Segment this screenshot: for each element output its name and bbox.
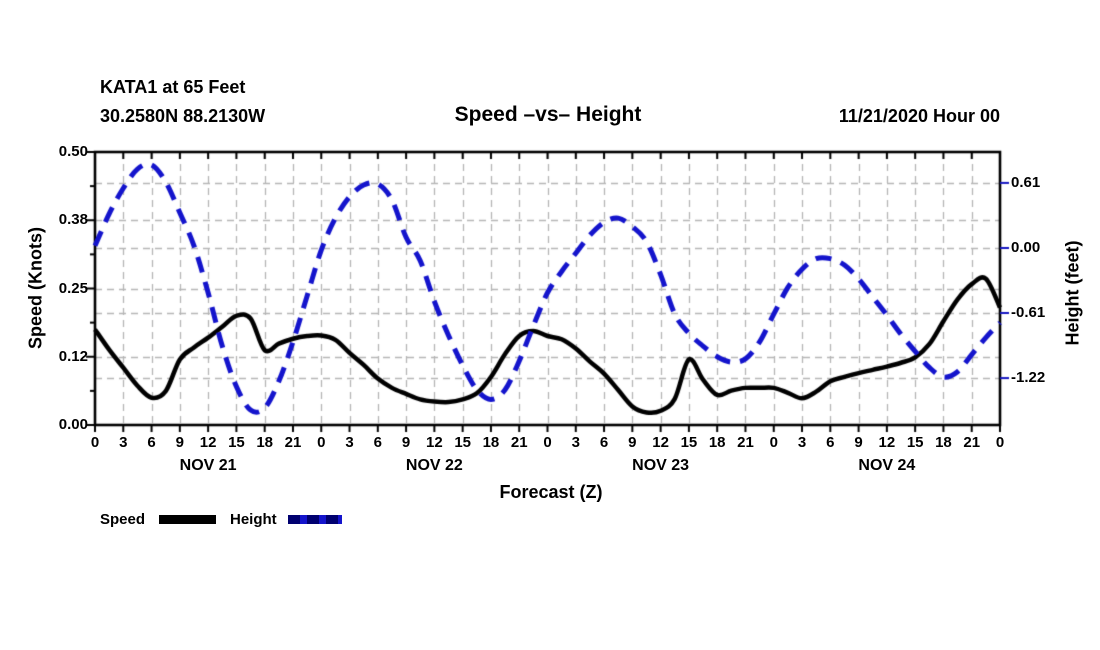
x-axis-tick-label: 21 <box>510 434 528 451</box>
legend-height-label: Height <box>230 511 277 528</box>
x-axis-tick-label: 21 <box>737 434 754 451</box>
x-axis-tick-label: 15 <box>680 434 698 451</box>
right-axis-tick-label: -0.61 <box>1011 304 1046 322</box>
x-axis-tick-label: 0 <box>543 434 552 451</box>
x-axis-tick-label: 3 <box>571 434 580 451</box>
left-axis-tick-label: 0.50 <box>58 143 88 160</box>
x-axis-tick-label: 6 <box>373 434 382 451</box>
x-axis-tick-label: 9 <box>854 434 863 451</box>
right-axis-tick-label: -1.22 <box>1011 369 1046 387</box>
x-axis-tick-label: 3 <box>345 434 354 451</box>
x-axis-tick-label: 12 <box>199 434 217 451</box>
x-axis-tick-label: 9 <box>628 434 637 451</box>
x-axis-tick-label: 18 <box>935 434 952 451</box>
x-axis-tick-label: 6 <box>826 434 835 451</box>
right-axis-tick-label: 0.61 <box>1011 173 1041 191</box>
x-axis-tick-label: 18 <box>256 434 274 451</box>
x-axis-tick-label: 9 <box>175 434 185 451</box>
right-axis-label: Height (feet) <box>1062 240 1083 346</box>
x-axis-tick-label: 0 <box>317 434 326 451</box>
legend-speed-label: Speed <box>100 511 146 528</box>
left-axis-tick-label: 0.00 <box>58 416 88 433</box>
right-axis-tick-label: 0.00 <box>1011 238 1041 256</box>
x-axis-tick-label: 12 <box>426 434 443 451</box>
left-axis-tick-label: 0.25 <box>58 279 88 297</box>
forecast-datetime: 11/21/2020 Hour 00 <box>838 106 1000 126</box>
day-label: NOV 21 <box>179 457 237 474</box>
x-axis-tick-label: 3 <box>119 434 128 451</box>
x-axis-tick-label: 15 <box>454 434 471 451</box>
x-axis-tick-label: 21 <box>284 434 302 451</box>
x-axis-tick-label: 9 <box>401 434 411 451</box>
x-axis-tick-label: 15 <box>228 434 245 451</box>
x-axis-label: Forecast (Z) <box>499 482 603 502</box>
x-axis-tick-label: 12 <box>652 434 669 451</box>
x-axis-tick-label: 6 <box>599 434 609 451</box>
x-axis-tick-label: 0 <box>90 434 100 451</box>
station-name: KATA1 at 65 Feet <box>100 77 246 97</box>
x-axis-tick-label: 18 <box>482 434 500 451</box>
x-axis-tick-label: 6 <box>147 434 156 451</box>
x-axis-tick-label: 0 <box>995 434 1005 451</box>
x-axis-tick-label: 18 <box>708 434 726 451</box>
x-axis-tick-label: 15 <box>906 434 924 451</box>
x-axis-tick-label: 12 <box>878 434 896 451</box>
x-axis-tick-label: 21 <box>963 434 981 451</box>
left-axis-tick-label: 0.12 <box>58 347 88 365</box>
day-label: NOV 23 <box>632 457 690 474</box>
station-coordinates: 30.2580N 88.2130W <box>100 106 266 126</box>
x-axis-tick-label: 0 <box>769 434 778 451</box>
day-label: NOV 22 <box>405 457 463 474</box>
x-axis-tick-label: 3 <box>797 434 807 451</box>
legend-speed-swatch <box>159 515 216 524</box>
legend-height-swatch <box>288 515 342 524</box>
chart-title: Speed –vs– Height <box>454 103 642 126</box>
left-axis-tick-label: 0.38 <box>58 211 88 229</box>
day-label: NOV 24 <box>858 457 916 474</box>
